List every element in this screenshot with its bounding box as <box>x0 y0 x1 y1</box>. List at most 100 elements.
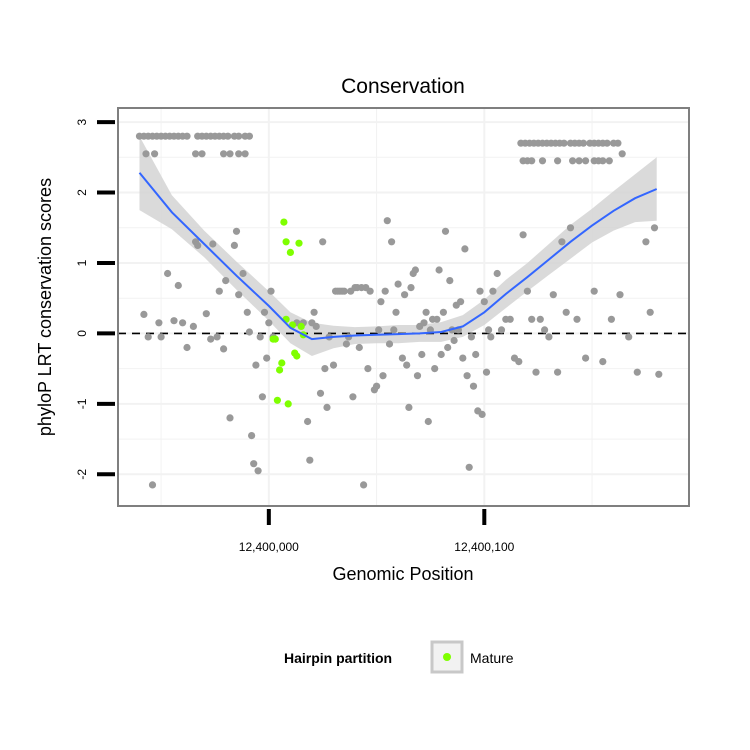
smooth-fit-line <box>138 172 658 341</box>
other-point <box>263 354 271 362</box>
other-point <box>590 287 598 295</box>
other-point <box>260 308 269 316</box>
other-point <box>625 333 633 341</box>
other-point <box>528 157 536 165</box>
other-point <box>310 308 318 316</box>
other-point <box>250 460 258 468</box>
legend: Hairpin partition Mature <box>284 640 514 674</box>
other-point <box>342 340 350 348</box>
mature-point <box>295 239 303 247</box>
other-point <box>562 308 570 316</box>
other-point <box>489 287 497 295</box>
mature-point <box>278 359 286 367</box>
other-point <box>554 368 562 376</box>
other-point <box>515 358 523 366</box>
y-tick-label: 3 <box>75 118 89 125</box>
mature-point <box>276 366 284 374</box>
confidence-band <box>139 136 657 356</box>
other-point <box>170 317 178 325</box>
other-point <box>140 310 148 318</box>
other-point <box>523 287 532 295</box>
other-point <box>183 132 191 140</box>
other-point <box>418 350 426 359</box>
other-point <box>401 291 409 299</box>
y-tick-label: -2 <box>75 469 89 480</box>
other-point <box>467 333 475 341</box>
y-axis: -2 -1 0 1 2 3 <box>75 118 115 480</box>
other-point <box>220 150 228 158</box>
other-point <box>151 150 159 158</box>
other-point <box>603 139 611 147</box>
other-point <box>478 410 486 418</box>
other-point <box>258 393 266 401</box>
other-point <box>607 315 616 323</box>
other-point <box>485 326 493 334</box>
other-point <box>435 266 443 274</box>
other-point <box>579 139 588 147</box>
other-point <box>642 238 650 246</box>
other-point <box>413 372 422 380</box>
other-point <box>144 333 152 341</box>
other-point <box>375 326 383 334</box>
other-point <box>319 238 327 246</box>
other-point <box>230 241 238 249</box>
legend-key-mature-dot <box>443 653 451 661</box>
other-point <box>599 358 607 366</box>
other-point <box>360 481 368 489</box>
other-point <box>461 245 469 253</box>
other-point <box>220 345 228 353</box>
other-point <box>142 150 150 158</box>
other-point <box>403 361 411 369</box>
confidence-band-area <box>139 136 657 356</box>
other-point <box>245 132 253 140</box>
mature-point <box>297 322 305 330</box>
x-axis-title: Genomic Position <box>332 564 473 584</box>
other-point <box>444 343 452 352</box>
other-point <box>267 287 275 295</box>
other-point <box>189 322 197 330</box>
other-point <box>573 315 581 323</box>
other-point <box>411 266 419 274</box>
other-point <box>439 308 447 316</box>
other-point <box>407 284 415 292</box>
other-point <box>538 157 547 165</box>
other-point <box>566 224 575 232</box>
other-point <box>381 287 389 295</box>
other-point <box>463 372 471 380</box>
other-point <box>248 432 256 440</box>
plot-border <box>117 107 690 507</box>
other-point <box>575 157 583 165</box>
other-point <box>497 326 506 334</box>
y-axis-title: phyloP LRT conservation scores <box>35 178 55 436</box>
legend-label-mature: Mature <box>470 650 514 666</box>
mature-point <box>271 335 279 343</box>
other-point <box>239 269 247 278</box>
other-point <box>554 157 562 165</box>
other-point <box>209 240 217 248</box>
mature-point <box>293 352 301 360</box>
y-tick-label: 0 <box>75 330 89 337</box>
other-point <box>493 269 501 278</box>
other-point <box>392 308 400 316</box>
other-point <box>340 287 348 295</box>
other-point <box>476 287 484 295</box>
other-point <box>215 287 223 295</box>
legend-title: Hairpin partition <box>284 650 392 666</box>
other-point <box>304 417 312 426</box>
other-point <box>235 150 243 158</box>
other-point <box>420 319 428 327</box>
other-point <box>472 350 480 359</box>
other-point <box>532 368 540 376</box>
other-point <box>179 319 187 327</box>
other-point <box>558 238 566 246</box>
other-point <box>192 150 200 158</box>
other-point <box>650 224 659 232</box>
other-point <box>226 150 234 158</box>
other-point <box>618 150 626 158</box>
other-point <box>446 277 454 285</box>
other-point <box>373 382 381 390</box>
other-point <box>366 287 374 295</box>
plot-background <box>118 108 689 506</box>
other-point <box>398 354 406 362</box>
